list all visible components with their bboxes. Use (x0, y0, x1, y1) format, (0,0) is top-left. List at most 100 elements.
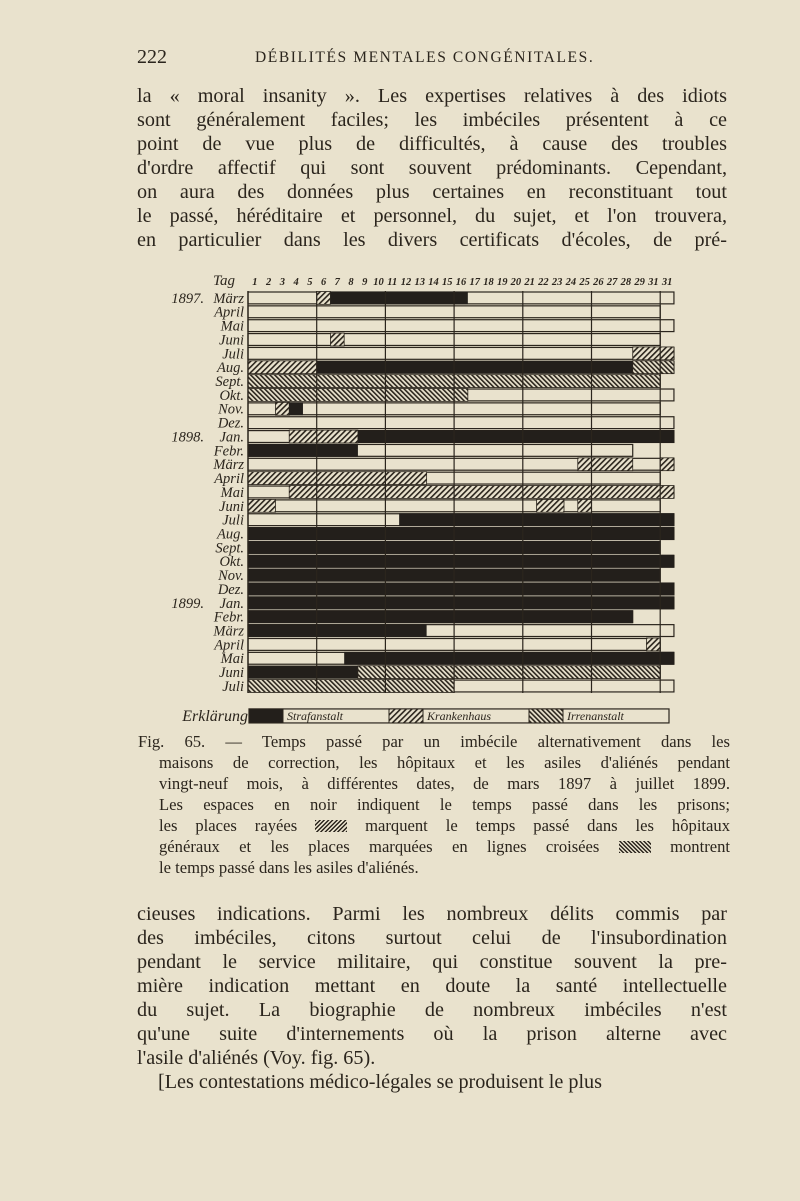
running-title: DÉBILITÉS MENTALES CONGÉNITALES. (255, 49, 595, 66)
prison-period-bar (248, 527, 674, 540)
prison-period-bar (289, 402, 303, 416)
hospital-hatch-swatch (315, 820, 348, 832)
hospital-period-bar (659, 457, 675, 472)
x-tick-label: 10 (373, 277, 384, 288)
month-label: Dez. (217, 582, 244, 598)
text-line: mière indication mettant en doute la san… (137, 975, 727, 997)
year-label: 1897. (171, 291, 204, 307)
x-tick-label: 4 (292, 277, 298, 288)
hospital-period-bar (275, 401, 290, 416)
text-line: cieuses indications. Parmi les nombreux … (137, 903, 727, 925)
hospital-period-bar (330, 332, 345, 347)
month-label: Dez. (217, 416, 244, 432)
legend-title: Erklärung (181, 708, 248, 725)
asylum-period-bar (247, 679, 455, 693)
month-label: Mai (220, 485, 244, 501)
prison-period-bar (316, 360, 633, 374)
running-header: 222 DÉBILITÉS MENTALES CONGÉNITALES. (137, 46, 727, 72)
x-tick-label: 26 (592, 277, 604, 288)
hospital-period-bar (288, 485, 675, 499)
month-label: Juni (219, 332, 244, 348)
x-tick-label: 20 (510, 277, 522, 288)
x-tick-label: 27 (606, 277, 618, 288)
text-line: le passé, héréditaire et personnel, du s… (137, 205, 727, 227)
month-label: Sept. (215, 540, 244, 556)
x-tick-label: 31 (661, 277, 673, 288)
caption-text: généraux et les places marquées en ligne… (159, 837, 600, 856)
text-line: des imbéciles, citons surtout celui de l… (137, 927, 727, 949)
month-label: Febr. (213, 610, 244, 626)
prison-period-bar (248, 596, 674, 610)
text-line: on aura des données plus certaines en re… (137, 181, 727, 203)
month-label: Aug. (216, 526, 244, 542)
x-tick-label: 22 (537, 277, 549, 288)
text-line: la « moral insanity ». Les expertises re… (137, 85, 727, 107)
caption-line: maisons de correction, les hôpitaux et l… (159, 753, 730, 772)
prison-period-bar (248, 554, 674, 568)
caption-line: généraux et les places marquées en ligne… (138, 836, 730, 857)
caption-line: Les espaces en noir indiquent le temps p… (159, 795, 730, 814)
prison-period-bar (357, 430, 674, 443)
hospital-period-bar (247, 471, 428, 485)
month-label: Jan. (219, 596, 244, 612)
month-label: März (212, 624, 244, 640)
month-label: März (212, 457, 244, 473)
prison-period-bar (344, 651, 674, 665)
month-label: April (213, 471, 244, 487)
x-tick-label: 15 (442, 277, 453, 288)
hospital-period-bar (316, 291, 331, 305)
hospital-period-bar (577, 457, 634, 472)
month-label: Juni (219, 665, 244, 681)
month-label: Mai (220, 319, 244, 335)
month-label: Mai (220, 651, 244, 667)
x-tick-label: 7 (335, 277, 341, 288)
x-tick-label: 8 (348, 277, 354, 288)
paragraph-top: la « moral insanity ». Les expertises re… (137, 84, 727, 252)
x-axis-title: Tag (213, 273, 235, 289)
month-label: Nov. (217, 568, 244, 584)
x-tick-label: 29 (633, 277, 645, 288)
text-line: d'ordre affectif qui sont souvent prédom… (137, 157, 727, 179)
x-tick-label: 17 (469, 277, 480, 288)
month-label: März (212, 291, 244, 307)
prison-period-bar (248, 610, 633, 624)
month-label: Jan. (219, 429, 244, 445)
legend-label: Krankenhaus (426, 709, 491, 723)
year-label: 1898. (171, 429, 204, 445)
text-line: sont généralement faciles; les imbéciles… (137, 109, 727, 131)
text-line: qu'une suite d'internements où la prison… (137, 1023, 727, 1045)
text-line: [Les contestations médico-légales se pro… (158, 1071, 603, 1093)
prison-period-bar (248, 624, 427, 637)
x-tick-label: 19 (497, 277, 508, 288)
legend-label: Irrenanstalt (566, 709, 625, 723)
page-number: 222 (137, 46, 167, 68)
year-label: 1899. (171, 596, 204, 612)
caption-text: marquent le temps passé dans les hôpitau… (365, 816, 731, 835)
text-line: l'asile d'aliénés (Voy. fig. 65). (137, 1047, 376, 1069)
month-label: Nov. (217, 402, 244, 418)
prison-period-bar (399, 513, 674, 527)
paragraph-bottom: cieuses indications. Parmi les nombreux … (137, 902, 727, 1094)
x-tick-label: 28 (620, 277, 632, 288)
asylum-period-bar (357, 665, 661, 679)
x-tick-label: 6 (321, 277, 327, 288)
month-label: Okt. (219, 388, 244, 404)
month-label: Sept. (215, 374, 244, 390)
text-line: en particulier dans les divers certifica… (137, 229, 727, 251)
x-tick-label: 25 (578, 277, 590, 288)
x-tick-label: 11 (387, 277, 397, 288)
x-tick-label: 3 (279, 277, 285, 288)
x-tick-label: 9 (362, 277, 368, 288)
prison-period-bar (248, 582, 674, 596)
prison-period-bar (330, 291, 468, 305)
prison-period-bar (248, 443, 358, 457)
x-tick-label: 5 (307, 277, 312, 288)
hospital-period-bar (536, 498, 565, 513)
legend-swatch-prison (248, 708, 284, 724)
x-tick-label: 14 (428, 277, 439, 288)
caption-text: les places rayées (159, 816, 298, 835)
x-tick-label: 18 (483, 277, 494, 288)
month-row-outline (247, 319, 675, 333)
prison-period-bar (248, 665, 358, 679)
month-label: Juli (222, 679, 244, 695)
